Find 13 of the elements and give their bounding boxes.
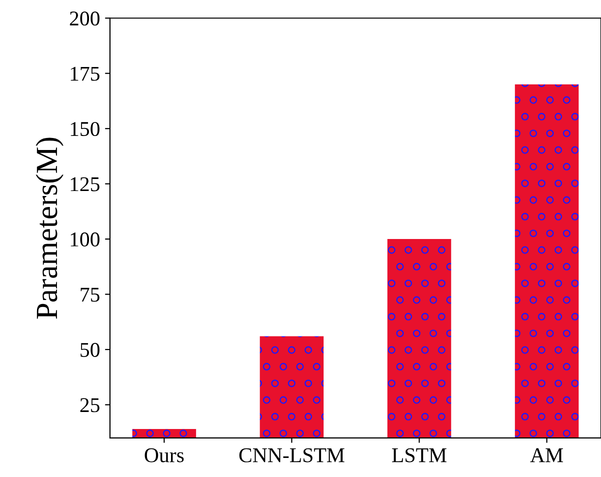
x-tick-label: Ours [144, 448, 184, 462]
y-tick-label: 50 [80, 342, 100, 357]
y-tick-label: 100 [70, 232, 100, 246]
x-tick-label: CNN-LSTM [239, 448, 344, 462]
y-tick-label: 75 [80, 288, 100, 302]
y-axis-title: Parameters(M) [36, 138, 64, 319]
y-tick-label: 125 [70, 177, 100, 192]
y-tick-label: 175 [70, 66, 100, 81]
y-tick-label: 200 [70, 12, 100, 26]
x-tick-label: LSTM [392, 448, 446, 462]
x-tick-label: AM [530, 448, 563, 462]
y-tick-label: 25 [80, 398, 100, 412]
y-tick-label: 150 [70, 122, 100, 136]
